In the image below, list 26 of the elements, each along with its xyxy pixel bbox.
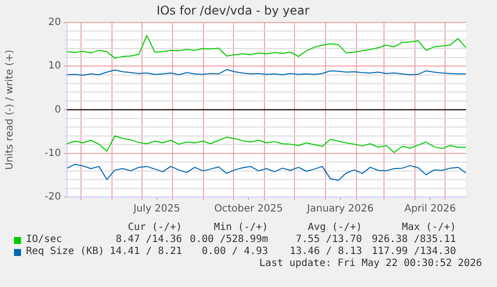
y-axis-title: Units read (-) / write (+) bbox=[4, 50, 16, 170]
x-tick-label: April 2026 bbox=[404, 204, 456, 215]
legend-label: Req Size (KB) bbox=[26, 246, 104, 258]
y-tick-label: -10 bbox=[44, 148, 61, 159]
text: 0.00 /528.99m bbox=[190, 234, 268, 245]
text: Min (-/+) bbox=[214, 222, 268, 233]
text: Avg (-/+) bbox=[308, 222, 362, 233]
text: 8.47 /14.36 bbox=[116, 234, 182, 245]
text: 7.55 /13.70 bbox=[296, 234, 362, 245]
text: 14.41 / 8.21 bbox=[110, 246, 182, 257]
legend-label: IO/sec bbox=[26, 234, 62, 246]
x-tick-label: October 2025 bbox=[214, 204, 283, 215]
text: Last update: Fri May 22 00:30:52 2026 bbox=[259, 258, 482, 269]
text: Cur (-/+) bbox=[128, 222, 182, 233]
text: 117.99 /134.30 bbox=[372, 246, 456, 257]
x-tick-label: July 2025 bbox=[132, 204, 180, 215]
y-tick-label: 20 bbox=[48, 16, 61, 28]
y-tick-label: 0 bbox=[54, 104, 61, 116]
text: 926.38 /835.11 bbox=[372, 234, 456, 245]
y-tick-label: -20 bbox=[44, 192, 61, 203]
x-tick-label: January 2026 bbox=[306, 204, 374, 215]
y-tick-label: 10 bbox=[48, 60, 61, 72]
text: Max (-/+) bbox=[402, 222, 456, 233]
text: 13.46 / 8.13 bbox=[290, 246, 362, 257]
chart-title: IOs for /dev/vda - by year bbox=[156, 3, 310, 18]
text: 0.00 / 4.93 bbox=[202, 246, 268, 257]
